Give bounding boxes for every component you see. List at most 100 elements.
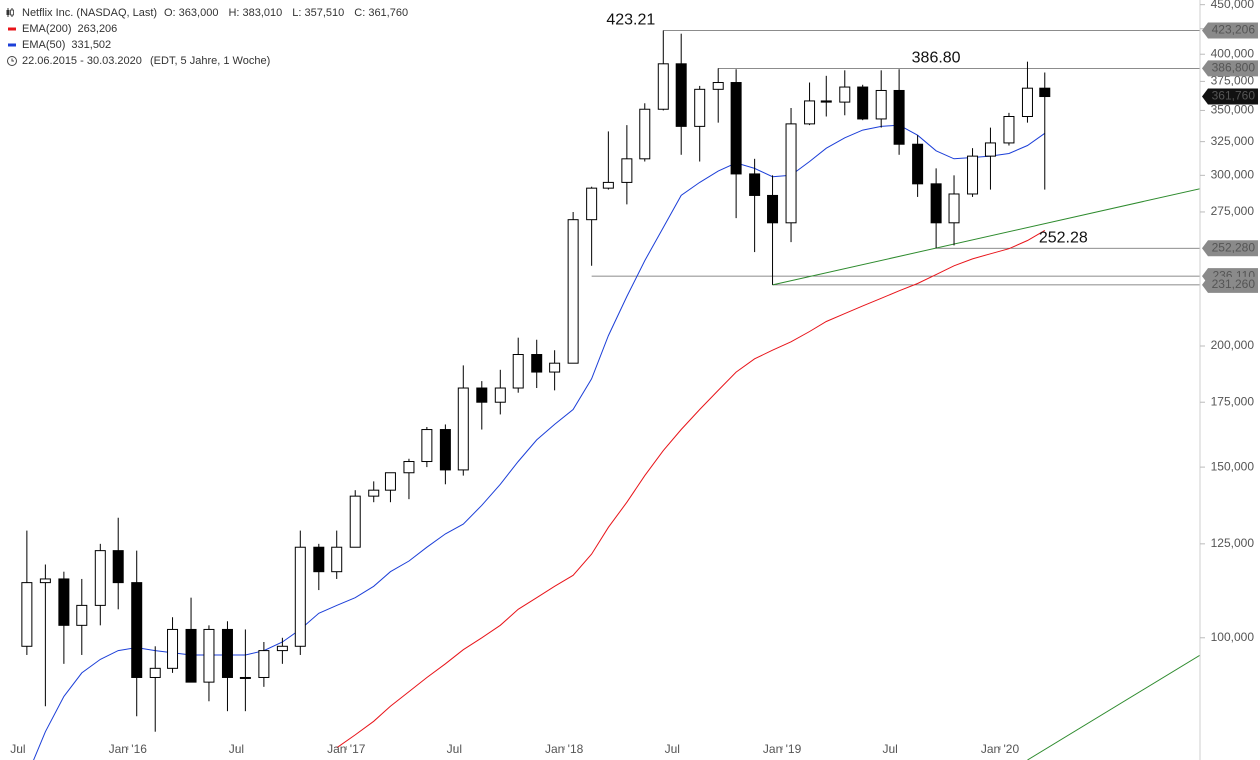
y-tick-label: 200,000: [1211, 338, 1255, 352]
candle-body: [967, 155, 979, 195]
annotation: 252.28: [1039, 229, 1088, 246]
quote-high: H: 383,010: [228, 7, 282, 19]
candle-body: [221, 628, 233, 678]
candle-body: [567, 219, 579, 364]
y-tick-label: 175,000: [1211, 394, 1255, 408]
x-tick-label: Jan '19: [763, 742, 802, 756]
price-box: [1202, 88, 1258, 105]
legend-swatch: [8, 27, 16, 31]
candle-body: [331, 546, 343, 573]
legend-value: 263,206: [78, 23, 118, 35]
y-tick-label: 400,000: [1211, 46, 1255, 60]
quote-low: L: 357,510: [292, 7, 344, 19]
x-tick-label: Jan '20: [981, 742, 1020, 756]
ema-line: [33, 124, 1046, 760]
x-tick-label: Jul: [10, 742, 25, 756]
y-tick-label: 300,000: [1211, 168, 1255, 182]
x-tick-label: Jul: [665, 742, 680, 756]
legend-swatch: [8, 43, 16, 47]
candle-body: [131, 582, 143, 678]
candle-icon: [6, 8, 14, 17]
y-tick-label: 150,000: [1211, 459, 1255, 473]
quote-open: O: 363,000: [164, 7, 218, 19]
plot-area: 423.21 386.80 252.28: [21, 12, 1200, 760]
candle-body: [457, 387, 469, 471]
price-box-label: 386,800: [1212, 61, 1256, 75]
y-tick-label: 275,000: [1211, 204, 1255, 218]
candle-body: [384, 472, 396, 491]
candle-body: [586, 187, 598, 221]
x-tick-label: Jan '17: [327, 742, 366, 756]
candle-body: [512, 354, 524, 389]
candle-body: [403, 461, 415, 474]
candle-body: [531, 354, 543, 373]
x-tick-label: Jul: [447, 742, 462, 756]
price-box: [1202, 240, 1258, 257]
candle-body: [984, 142, 996, 157]
quote-close: C: 361,760: [354, 7, 408, 19]
candle-body: [349, 495, 361, 548]
candle-body: [185, 628, 197, 683]
y-tick-label: 375,000: [1211, 74, 1255, 88]
legend-label: EMA(200): [22, 23, 72, 35]
candle-body: [94, 550, 106, 606]
price-box: [1202, 60, 1258, 77]
price-box: [1202, 276, 1258, 293]
candle-body: [948, 193, 960, 224]
candle-body: [602, 181, 614, 189]
candle-body: [368, 489, 380, 497]
legend-label: EMA(50): [22, 39, 65, 51]
y-tick-label: 350,000: [1211, 103, 1255, 117]
candle-body: [476, 387, 488, 403]
candle-body: [875, 89, 887, 120]
candle-body: [730, 82, 742, 175]
legend-value: 331,502: [71, 39, 111, 51]
candle-body: [804, 100, 816, 125]
price-box-label: 361,760: [1212, 89, 1256, 103]
clock-icon: [7, 56, 17, 66]
candle-body: [294, 546, 306, 647]
candle-body: [767, 194, 779, 224]
candle-body: [657, 63, 669, 110]
candle-body: [439, 429, 451, 471]
candle-body: [820, 100, 832, 103]
price-box-label: 423,206: [1212, 23, 1256, 37]
candle-body: [857, 86, 869, 120]
candle-body: [21, 582, 33, 647]
x-tick-label: Jul: [882, 742, 897, 756]
y-tick-label: 450,000: [1211, 0, 1255, 11]
candle-body: [912, 143, 924, 185]
candle-body: [239, 676, 251, 679]
trendline: [772, 188, 1200, 286]
candle-body: [203, 628, 215, 683]
trendline: [1027, 654, 1200, 760]
candle-body: [1039, 87, 1051, 98]
ema-line: [336, 229, 1046, 749]
x-tick-label: Jan '16: [109, 742, 148, 756]
candle-body: [930, 183, 942, 224]
price-box-label: 252,280: [1212, 240, 1256, 254]
y-tick-label: 100,000: [1211, 630, 1255, 644]
candle-body: [39, 578, 51, 584]
annotation: 386.80: [912, 50, 961, 67]
legend: Netflix Inc. (NASDAQ, Last) O: 363,000 H…: [6, 7, 408, 67]
candle-body: [712, 82, 724, 90]
price-box: [1202, 22, 1258, 39]
candle-body: [313, 546, 325, 573]
candle-body: [494, 387, 506, 403]
candle-body: [675, 63, 687, 127]
period: (EDT, 5 Jahre, 1 Woche): [150, 55, 270, 67]
candle-body: [1021, 87, 1033, 117]
x-tick-label: Jul: [229, 742, 244, 756]
candle-body: [58, 578, 70, 626]
candle-body: [421, 429, 433, 463]
candle-body: [258, 650, 270, 678]
price-box-label: 231,260: [1212, 277, 1256, 291]
annotation: 423.21: [606, 12, 655, 29]
candle-body: [167, 628, 179, 669]
y-tick-label: 125,000: [1211, 536, 1255, 550]
candle-body: [549, 362, 561, 373]
candle-body: [893, 89, 905, 145]
candle-body: [749, 173, 761, 196]
legend-title: Netflix Inc. (NASDAQ, Last): [22, 7, 157, 19]
